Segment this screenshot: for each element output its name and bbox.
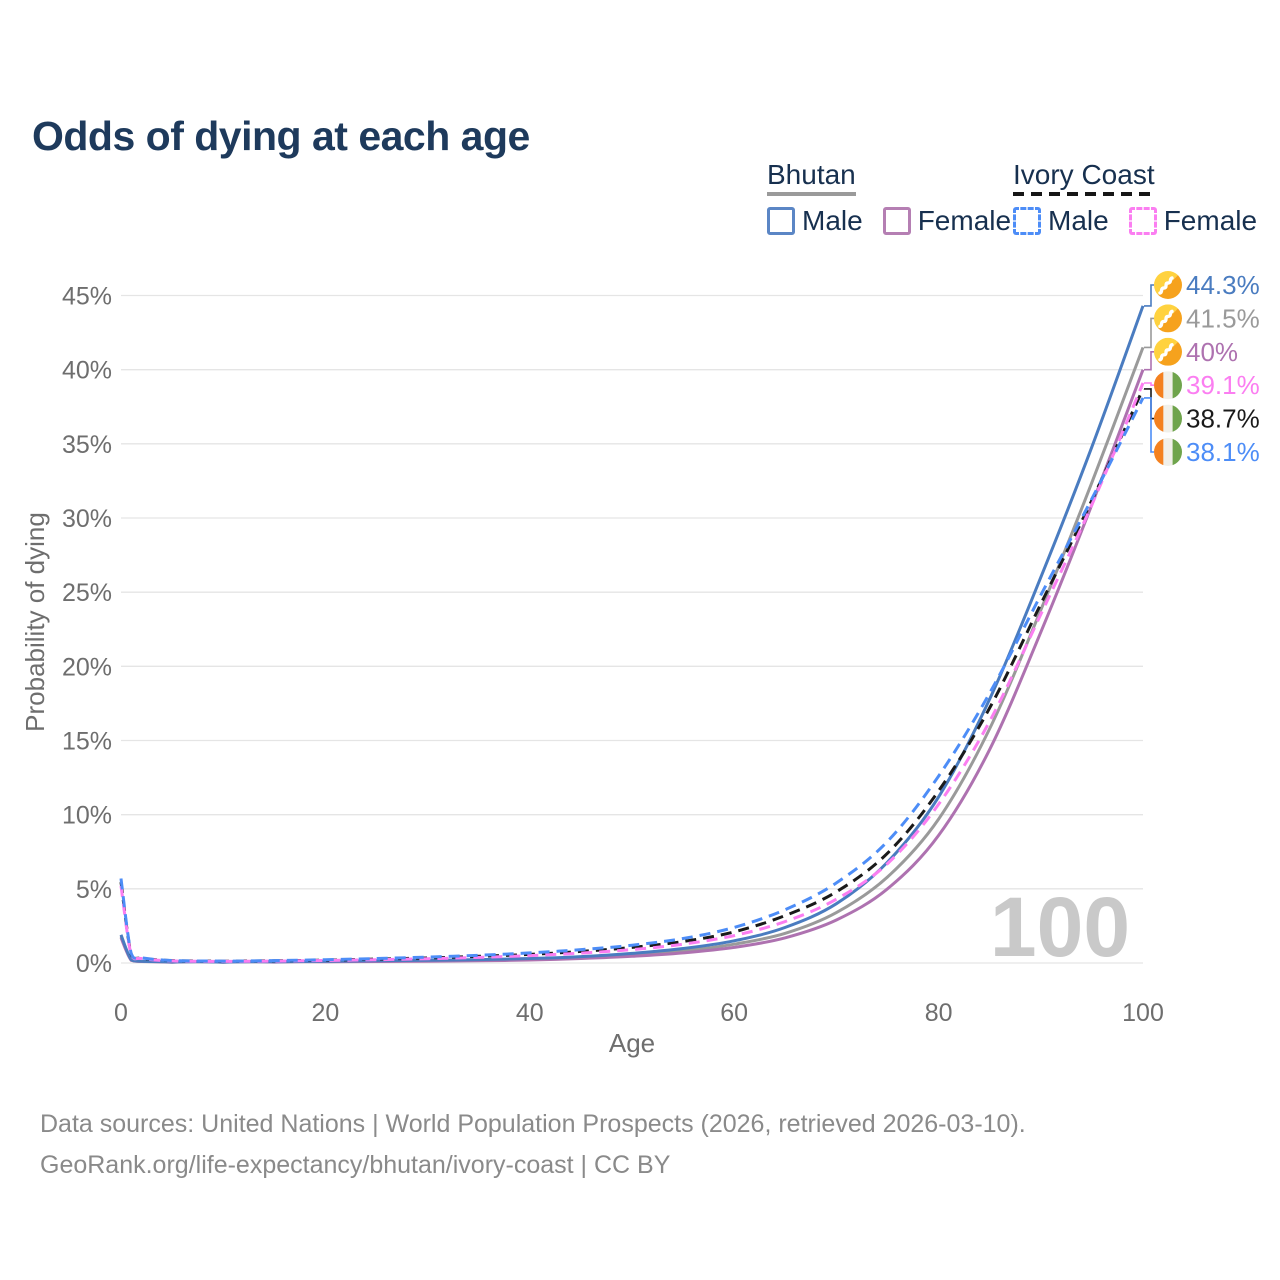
y-tick-label: 0%: [76, 950, 112, 978]
page-title: Odds of dying at each age: [32, 113, 530, 160]
bhutan-flag-icon: [1154, 304, 1182, 333]
ivory-coast-flag-icon: [1154, 371, 1182, 400]
legend-label-bhutan-female[interactable]: Female: [917, 205, 1012, 236]
y-tick-label: 15%: [62, 728, 112, 756]
legend-group-ivory-coast-title: Ivory Coast: [1013, 159, 1155, 190]
y-tick-label: 40%: [62, 357, 112, 385]
y-tick-label: 20%: [62, 653, 112, 681]
end-value-label: 44.3%: [1186, 270, 1260, 300]
end-value-label: 38.1%: [1186, 437, 1260, 467]
end-value-label: 38.7%: [1186, 404, 1260, 434]
y-tick-label: 30%: [62, 505, 112, 533]
y-axis-title: Probability of dying: [20, 512, 50, 732]
legend-label-bhutan-male[interactable]: Male: [802, 205, 863, 236]
bhutan-solid-line-sample: [767, 192, 856, 196]
legend-group-bhutan-header: Bhutan: [767, 160, 856, 196]
ivory-coast-flag-icon: [1154, 438, 1182, 466]
x-tick-label: 100: [1122, 999, 1164, 1027]
label-connector: [1144, 388, 1154, 420]
legend-swatch-ivory-coast-female[interactable]: [1128, 207, 1157, 235]
label-connector: [1144, 382, 1154, 386]
label-connector: [1144, 284, 1154, 307]
legend-swatch-bhutan-male[interactable]: [767, 207, 795, 235]
y-tick-label: 45%: [62, 283, 112, 311]
x-axis-title: Age: [609, 1028, 655, 1058]
legend-label-ivory-coast-male[interactable]: Male: [1048, 205, 1109, 236]
legend-swatch-bhutan-female[interactable]: [882, 207, 911, 235]
series-line-bhutan-male[interactable]: [119, 305, 1145, 964]
series-line-bhutan-both-sexes[interactable]: [119, 346, 1145, 964]
end-value-label: 40%: [1186, 337, 1238, 367]
data-sources-line2: GeoRank.org/life-expectancy/bhutan/ivory…: [40, 1151, 671, 1179]
legend-swatch-ivory-coast-male[interactable]: [1013, 207, 1041, 235]
x-tick-label: 20: [311, 999, 339, 1027]
watermark-age: 100: [990, 880, 1130, 974]
x-tick-label: 0: [114, 999, 128, 1027]
legend-label-ivory-coast-female[interactable]: Female: [1163, 205, 1258, 236]
y-tick-label: 35%: [62, 431, 112, 459]
data-sources-line1: Data sources: United Nations | World Pop…: [40, 1110, 1026, 1138]
label-connector: [1144, 317, 1154, 349]
ivory-coast-flag-icon: [1154, 404, 1182, 433]
y-tick-label: 25%: [62, 579, 112, 607]
ivory-coast-dashed-line-sample: [1013, 192, 1155, 196]
x-tick-label: 40: [516, 999, 544, 1027]
x-tick-label: 60: [720, 999, 748, 1027]
label-connector: [1144, 397, 1154, 453]
y-tick-label: 5%: [76, 876, 112, 904]
legend-group-ivory-coast: Ivory Coast Male Female: [1013, 160, 1277, 237]
end-value-label: 39.1%: [1186, 370, 1260, 400]
legend-group-bhutan-title: Bhutan: [767, 159, 856, 190]
y-tick-label: 10%: [62, 802, 112, 830]
legend-group-bhutan: Bhutan Male Female: [767, 160, 1031, 237]
bhutan-flag-icon: [1154, 271, 1182, 299]
series-line-ivory-coast-male[interactable]: [119, 397, 1145, 963]
x-tick-label: 80: [925, 999, 953, 1027]
series-line-ivory-coast-female[interactable]: [119, 382, 1145, 963]
bhutan-flag-icon: [1154, 337, 1182, 366]
series-line-ivory-coast-both-sexes[interactable]: [119, 388, 1145, 963]
legend-group-ivory-coast-header: Ivory Coast: [1013, 160, 1155, 196]
label-connector: [1144, 351, 1154, 371]
data-sources: Data sources: United Nations | World Pop…: [40, 1104, 1026, 1186]
end-value-label: 41.5%: [1186, 303, 1260, 333]
